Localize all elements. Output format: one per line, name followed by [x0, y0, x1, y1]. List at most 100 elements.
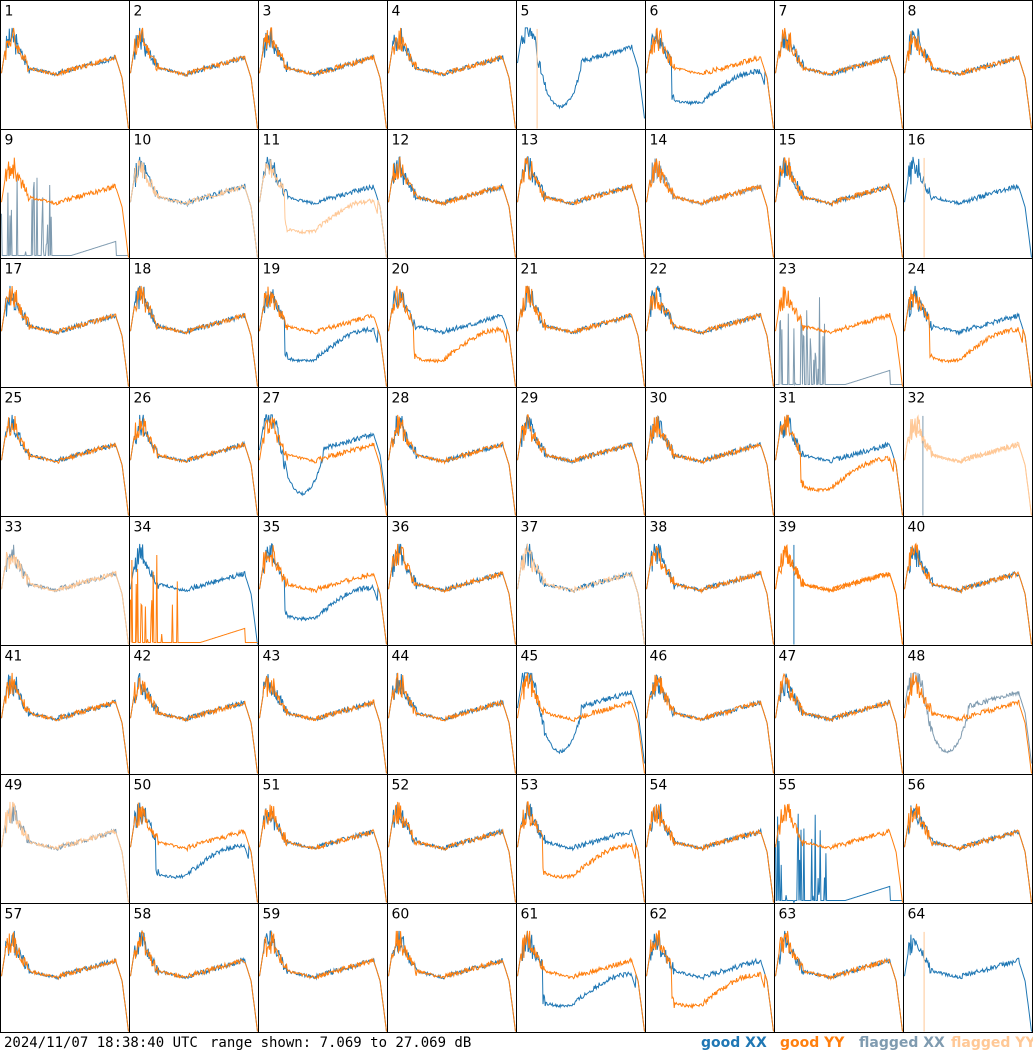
panel-48: 48	[903, 645, 1033, 775]
series-yy-line	[388, 156, 516, 258]
panel-13: 13	[516, 129, 646, 259]
panel-label: 64	[908, 907, 926, 923]
series-yy-line	[904, 31, 1032, 129]
series-yy-line	[259, 159, 387, 258]
panel-34: 34	[129, 516, 259, 646]
panel-24: 24	[903, 258, 1033, 388]
panel-frame	[774, 129, 904, 259]
series-yy-line	[259, 931, 387, 1032]
panel-frame	[129, 387, 259, 517]
panel-43: 43	[258, 645, 388, 775]
panel-label: 10	[134, 133, 152, 149]
panel-9: 9	[0, 129, 130, 259]
panel-frame	[129, 258, 259, 388]
series-yy-line	[904, 414, 1032, 516]
panel-label: 26	[134, 391, 152, 407]
series-yy-line	[130, 677, 258, 774]
panel-frame	[387, 774, 517, 904]
panel-frame	[0, 903, 130, 1033]
panel-label: 34	[134, 520, 152, 536]
panel-frame	[258, 774, 388, 904]
series-yy-line	[388, 543, 516, 645]
panel-frame	[129, 774, 259, 904]
series-xx-line	[259, 543, 387, 645]
series-yy-line	[517, 414, 645, 516]
panel-frame	[516, 774, 646, 904]
panel-55: 55	[774, 774, 904, 904]
panel-37: 37	[516, 516, 646, 646]
panel-51: 51	[258, 774, 388, 904]
panel-label: 39	[779, 520, 797, 536]
panel-label: 1	[5, 4, 14, 20]
panel-label: 24	[908, 262, 926, 278]
panel-60: 60	[387, 903, 517, 1033]
series-yy-line	[1, 27, 129, 129]
panel-frame	[516, 516, 646, 646]
panel-frame	[129, 516, 259, 646]
series-yy-line	[517, 672, 645, 774]
series-yy-line	[259, 804, 387, 903]
panel-label: 50	[134, 778, 152, 794]
panel-frame	[258, 258, 388, 388]
panel-label: 32	[908, 391, 926, 407]
panel-label: 42	[134, 649, 152, 665]
panel-frame	[387, 0, 517, 130]
series-xx-line	[904, 672, 1032, 764]
panel-label: 58	[134, 907, 152, 923]
panel-frame	[645, 258, 775, 388]
panel-frame	[774, 903, 904, 1033]
panel-frame	[129, 903, 259, 1033]
panel-30: 30	[645, 387, 775, 517]
panel-frame	[774, 774, 904, 904]
panel-label: 28	[392, 391, 410, 407]
panel-frame	[0, 774, 130, 904]
panel-label: 46	[650, 649, 668, 665]
series-yy-line	[388, 285, 516, 387]
panel-label: 56	[908, 778, 926, 794]
series-yy-line	[517, 801, 645, 903]
series-yy-line	[1, 672, 129, 774]
panel-label: 60	[392, 907, 410, 923]
series-yy-line	[775, 286, 903, 387]
panel-5: 5	[516, 0, 646, 130]
panel-label: 14	[650, 133, 668, 149]
series-yy-line	[775, 930, 903, 1032]
panel-frame	[387, 645, 517, 775]
panel-23: 23	[774, 258, 904, 388]
panel-label: 29	[521, 391, 539, 407]
series-xx-line	[775, 414, 903, 516]
panel-label: 8	[908, 4, 917, 20]
series-yy-line	[259, 27, 387, 129]
panel-40: 40	[903, 516, 1033, 646]
series-yy-line	[1, 932, 129, 1032]
panel-label: 3	[263, 4, 272, 20]
panel-frame	[0, 0, 130, 130]
panel-frame	[387, 903, 517, 1033]
panel-frame	[516, 129, 646, 259]
panel-59: 59	[258, 903, 388, 1033]
panel-label: 30	[650, 391, 668, 407]
footer-bar: 2024/11/07 18:38:40 UTC range shown: 7.0…	[0, 1033, 1033, 1053]
series-yy-line	[1, 157, 129, 258]
range-text: range shown: 7.069 to 27.069 dB	[210, 1035, 472, 1051]
series-yy-line	[646, 27, 774, 129]
series-yy-line	[130, 27, 258, 129]
panel-22: 22	[645, 258, 775, 388]
panel-label: 13	[521, 133, 539, 149]
series-xx-line	[646, 29, 774, 129]
panel-38: 38	[645, 516, 775, 646]
panel-frame	[516, 258, 646, 388]
series-yy-line	[259, 286, 387, 387]
panel-3: 3	[258, 0, 388, 130]
series-yy-line	[130, 554, 258, 644]
series-yy-line	[130, 160, 258, 258]
panel-label: 11	[263, 133, 281, 149]
panel-frame	[516, 903, 646, 1033]
series-xx-line	[904, 934, 1032, 1032]
series-yy-line	[259, 545, 387, 645]
panel-label: 49	[5, 778, 23, 794]
panel-label: 59	[263, 907, 281, 923]
panel-11: 11	[258, 129, 388, 259]
panel-label: 63	[779, 907, 797, 923]
